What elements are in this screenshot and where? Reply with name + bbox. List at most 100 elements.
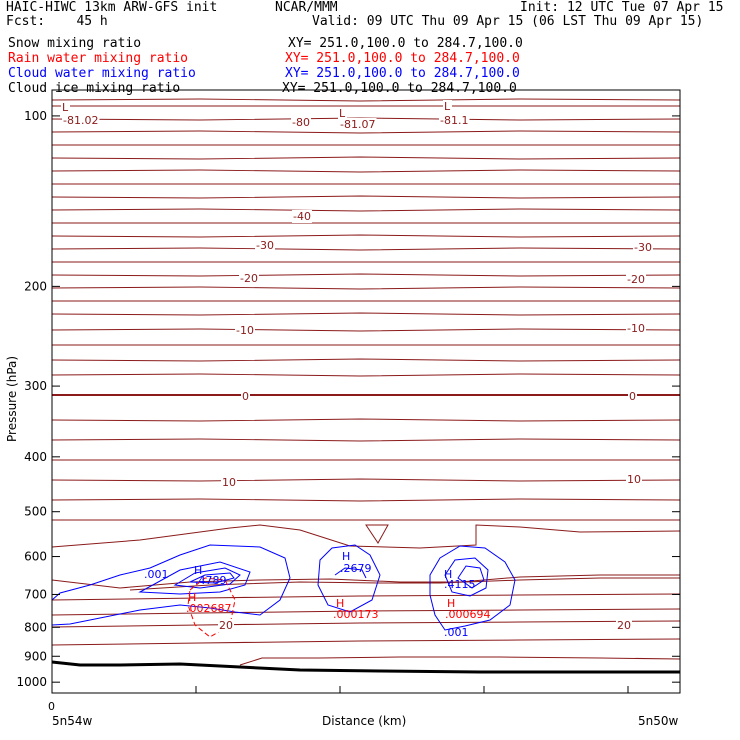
- cloud-water-contour-west-inner: [138, 561, 251, 595]
- cloud-ice-field-label: Cloud ice mixing ratio: [8, 81, 181, 96]
- y-tick-label: 200: [24, 279, 47, 293]
- cloud-ice-field-xy: XY= 251.0,100.0 to 284.7,100.0: [282, 81, 517, 96]
- temperature-isotherm: [51, 418, 681, 422]
- temperature-low-label: L: [62, 101, 69, 114]
- triangle-contour: [365, 524, 389, 544]
- rain-water-max-marker: H: [188, 591, 196, 604]
- rain-water-max-value: .000173: [333, 608, 379, 621]
- temperature-low-label: L: [444, 100, 451, 113]
- temperature-contour-label: 10: [627, 473, 641, 486]
- y-tick-label: 700: [24, 587, 47, 601]
- temperature-contour-label: -81.1: [440, 114, 468, 127]
- x-start-location: 5n54w: [52, 714, 93, 728]
- temperature-contour-label: 20: [219, 619, 233, 632]
- temperature-contour-label: 0: [242, 390, 249, 403]
- label-halo: [443, 100, 452, 113]
- model-title: HAIC-HIWC 13km ARW-GFS init: [6, 0, 218, 15]
- cloud-water-max-marker: H: [342, 550, 350, 563]
- cloud-water-contour-west: [51, 544, 291, 626]
- cloud-water-contour-east: [429, 545, 516, 631]
- temperature-contour-label: 20: [617, 619, 631, 632]
- rain-water-labels: H .002687 H .000173 H .000694: [186, 591, 491, 621]
- x-tick-label: 0: [48, 700, 55, 713]
- label-halo: [241, 390, 250, 403]
- temperature-contour-label: -20: [627, 273, 645, 286]
- label-halo: [291, 116, 311, 129]
- temperature-isotherm: [51, 608, 681, 616]
- label-halo: [626, 322, 646, 335]
- cloud-water-max-value: .4115: [444, 578, 476, 591]
- low-level-contour: [239, 656, 681, 666]
- snow-field-label: Snow mixing ratio: [8, 36, 142, 51]
- temperature-contour-label: -30: [256, 239, 274, 252]
- temperature-isotherm: [51, 638, 681, 646]
- cloud-water-contour-label: .001: [144, 568, 169, 581]
- y-tick-label: 100: [24, 109, 47, 123]
- rain-water-max-value: .002687: [186, 602, 232, 615]
- label-halo: [339, 118, 377, 131]
- temperature-isotherm: [51, 130, 681, 134]
- temperature-isotherm: [51, 373, 681, 377]
- label-halo: [61, 101, 70, 114]
- y-tick-label: 300: [24, 379, 47, 393]
- label-halo: [62, 114, 100, 127]
- cloud-water-contour-east-core: [457, 565, 485, 589]
- cloud-water-contour-center: [317, 544, 381, 613]
- label-halo: [239, 272, 259, 285]
- temperature-isotherm: [51, 234, 681, 238]
- temperature-isotherm: [51, 498, 681, 502]
- label-halo: [626, 473, 642, 486]
- cloud-water-labels: H .4789 H .2679 H .4115 .001 .001: [144, 550, 476, 639]
- temperature-isotherm: [51, 286, 681, 290]
- x-axis-ticks: [51, 686, 629, 693]
- temperature-isotherm: [51, 273, 681, 277]
- temperature-isotherm: [51, 312, 681, 316]
- label-halo: [292, 210, 312, 223]
- temperature-isotherm: [51, 478, 681, 482]
- temperature-contour-labels: L L L -81.02 -80 -81.07 -81.1 -40 -30 -3…: [61, 100, 653, 632]
- cloud-water-contour-east-inner: [444, 557, 489, 597]
- temperature-isotherm: [51, 169, 681, 173]
- temperature-isotherm: [51, 620, 681, 628]
- temperature-isotherm: [51, 328, 681, 332]
- temperature-isotherm: [51, 195, 681, 199]
- rain-water-contour-west: [187, 577, 236, 638]
- cloud-water-max-value: .2679: [340, 562, 372, 575]
- cloud-water-max-marker: H: [194, 564, 202, 577]
- temperature-isotherm: [51, 156, 681, 160]
- temperature-isotherm: [51, 593, 681, 601]
- organization-label: NCAR/MMM: [275, 0, 338, 15]
- cloud-water-contour-center-inner: [334, 567, 367, 579]
- temperature-contour-bump: [51, 524, 681, 549]
- y-tick-label: 400: [24, 450, 47, 464]
- cloud-water-field-label: Cloud water mixing ratio: [8, 66, 196, 81]
- cloud-water-contour-west-core: [173, 567, 241, 589]
- surface-boundary: [51, 660, 680, 674]
- temperature-contour-label: -20: [240, 272, 258, 285]
- temperature-low-label: L: [339, 107, 346, 120]
- forecast-hour: Fcst: 45 h: [6, 14, 108, 29]
- temperature-contour-label: -81.07: [340, 118, 375, 131]
- y-tick-label: 600: [24, 550, 47, 564]
- rain-water-max-value: .000694: [445, 608, 491, 621]
- temperature-contour-label: 10: [222, 476, 236, 489]
- temperature-isotherm: [51, 247, 681, 251]
- label-halo: [628, 390, 637, 403]
- label-halo: [633, 241, 653, 254]
- snow-field-xy: XY= 251.0,100.0 to 284.7,100.0: [288, 36, 523, 51]
- y-tick-label: 800: [24, 620, 47, 634]
- temperature-isotherm: [51, 358, 681, 362]
- rain-water-max-marker: H: [336, 597, 344, 610]
- label-halo: [221, 476, 237, 489]
- y-tick-label: 1000: [16, 675, 47, 689]
- y-tick-label: 500: [24, 505, 47, 519]
- label-halo: [255, 239, 275, 252]
- label-halo: [626, 273, 646, 286]
- label-halo: [235, 324, 255, 337]
- temperature-isotherm: [51, 438, 681, 442]
- temperature-contours: [51, 98, 681, 646]
- temperature-contour-label: -80: [292, 116, 310, 129]
- cloud-water-max-value: .4789: [195, 574, 227, 587]
- y-axis-title: Pressure (hPa): [5, 356, 19, 442]
- temperature-isotherm: [51, 208, 681, 212]
